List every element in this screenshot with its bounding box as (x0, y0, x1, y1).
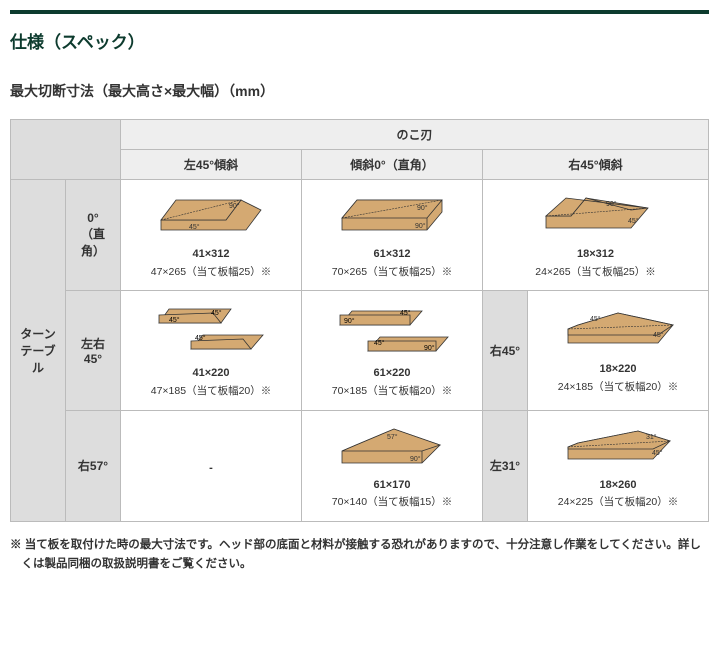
svg-text:45°: 45° (628, 217, 639, 225)
spec-table: のこ刃 左45°傾斜 傾斜0°（直角） 右45°傾斜 ターンテーブル0°（直角）… (10, 119, 709, 522)
rowgroup-header: ターンテーブル (11, 180, 66, 522)
data-cell: 90° 45° 18×31224×265（当て板幅25）※ (483, 180, 709, 291)
dimension-1: 61×312 (306, 246, 478, 264)
dimension-2: 70×265（当て板幅25）※ (306, 264, 478, 281)
data-cell: 57° 90° 61×17070×140（当て板幅15）※ (302, 410, 483, 521)
dimension-1: - (125, 460, 297, 478)
svg-text:90°: 90° (417, 204, 428, 212)
dimension-1: 61×170 (306, 477, 478, 495)
svg-text:45°: 45° (211, 309, 222, 317)
dimension-1: 18×260 (532, 477, 704, 495)
footnote: ※ 当て板を取付けた時の最大寸法です。ヘッド部の底面と材料が接触する恐れがありま… (10, 536, 709, 573)
svg-text:45°: 45° (374, 339, 385, 347)
dimension-2: 24×185（当て板幅20）※ (532, 379, 704, 396)
data-cell: 90° 90° 61×31270×265（当て板幅25）※ (302, 180, 483, 291)
svg-text:57°: 57° (387, 433, 398, 441)
svg-text:90°: 90° (415, 222, 426, 230)
spec-subtitle: 最大切断寸法（最大高さ×最大幅）（mm） (10, 81, 709, 101)
row-header: 左右45° (66, 291, 121, 410)
col-0: 左45°傾斜 (121, 150, 302, 180)
dimension-2: 24×265（当て板幅25）※ (487, 264, 704, 281)
svg-text:45°: 45° (590, 315, 601, 323)
dimension-1: 18×220 (532, 361, 704, 379)
col-1: 傾斜0°（直角） (302, 150, 483, 180)
data-cell: 45° 45° 45° 41×22047×185（当て板幅20）※ (121, 291, 302, 410)
dimension-2: 70×140（当て板幅15）※ (306, 494, 478, 511)
dimension-1: 41×220 (125, 365, 297, 383)
row-header: 0°（直角） (66, 180, 121, 291)
svg-text:90°: 90° (606, 200, 617, 208)
data-cell: 90° 45° 41×31247×265（当て板幅25）※ (121, 180, 302, 291)
row-header: 右57° (66, 410, 121, 521)
data-cell: 45° 90° 45° 90° 61×22070×185（当て板幅20）※ (302, 291, 483, 410)
dimension-1: 41×312 (125, 246, 297, 264)
dimension-2: 47×265（当て板幅25）※ (125, 264, 297, 281)
data-cell: 45° 45° 18×22024×185（当て板幅20）※ (528, 291, 709, 410)
svg-text:45°: 45° (169, 316, 180, 324)
svg-text:45°: 45° (653, 331, 664, 339)
svg-text:90°: 90° (410, 455, 421, 463)
col-2: 右45°傾斜 (483, 150, 709, 180)
svg-text:45°: 45° (400, 309, 411, 317)
data-cell: - (121, 410, 302, 521)
sub-row-header: 左31° (483, 410, 528, 521)
svg-text:90°: 90° (229, 202, 240, 210)
dimension-2: 70×185（当て板幅20）※ (306, 383, 478, 400)
dimension-2: 24×225（当て板幅20）※ (532, 494, 704, 511)
svg-text:45°: 45° (189, 223, 200, 231)
svg-text:45°: 45° (652, 449, 663, 457)
sub-row-header: 右45° (483, 291, 528, 410)
svg-text:90°: 90° (424, 344, 435, 352)
svg-text:90°: 90° (344, 317, 355, 325)
dimension-2: 47×185（当て板幅20）※ (125, 383, 297, 400)
svg-text:31°: 31° (646, 433, 657, 441)
dimension-1: 61×220 (306, 365, 478, 383)
dimension-1: 18×312 (487, 246, 704, 264)
spec-title: 仕様（スペック） (10, 28, 709, 53)
data-cell: 31° 45° 18×26024×225（当て板幅20）※ (528, 410, 709, 521)
svg-text:45°: 45° (195, 334, 206, 342)
colgroup-header: のこ刃 (121, 120, 709, 150)
